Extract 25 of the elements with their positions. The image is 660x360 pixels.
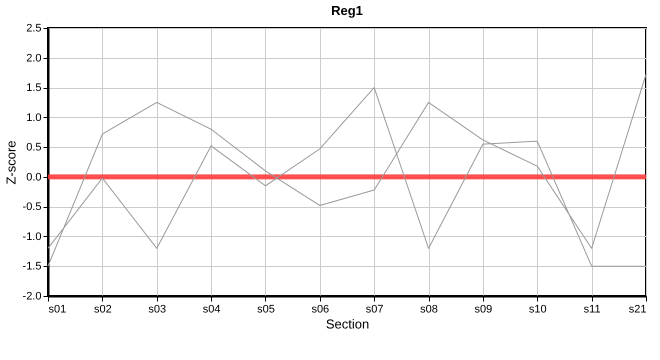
x-tick-label: s01 — [48, 304, 66, 316]
x-tick-label: s08 — [420, 304, 438, 316]
x-tick-label: s09 — [474, 304, 492, 316]
x-axis-title: Section — [326, 316, 370, 332]
x-tick-label: s04 — [202, 304, 220, 316]
y-tick-label: -1.5 — [22, 260, 42, 273]
y-tick-label: 0.5 — [26, 142, 42, 154]
x-tick-label: s02 — [94, 304, 112, 316]
y-tick-label: 0.0 — [26, 171, 42, 184]
x-tick-label: s07 — [366, 304, 384, 316]
x-tick-label: s05 — [257, 304, 275, 316]
x-tick-label: s11 — [584, 304, 601, 316]
y-tick-label: -1.0 — [22, 230, 42, 243]
chart-title: Reg1 — [331, 3, 363, 18]
x-tick-label: s21 — [628, 304, 646, 316]
x-tick-label: s10 — [528, 304, 547, 316]
y-tick-label: -0.5 — [22, 201, 42, 214]
y-axis-title: Z-score — [4, 140, 19, 185]
y-tick-label: 2.5 — [26, 22, 42, 34]
y-tick-label: 1.5 — [26, 82, 42, 94]
y-tick-label: 1.0 — [26, 112, 42, 124]
x-tick-label: s03 — [148, 304, 166, 316]
y-tick-label: 2.0 — [26, 52, 42, 64]
y-tick-label: -2.0 — [22, 290, 42, 302]
x-tick-label: s06 — [311, 304, 330, 316]
